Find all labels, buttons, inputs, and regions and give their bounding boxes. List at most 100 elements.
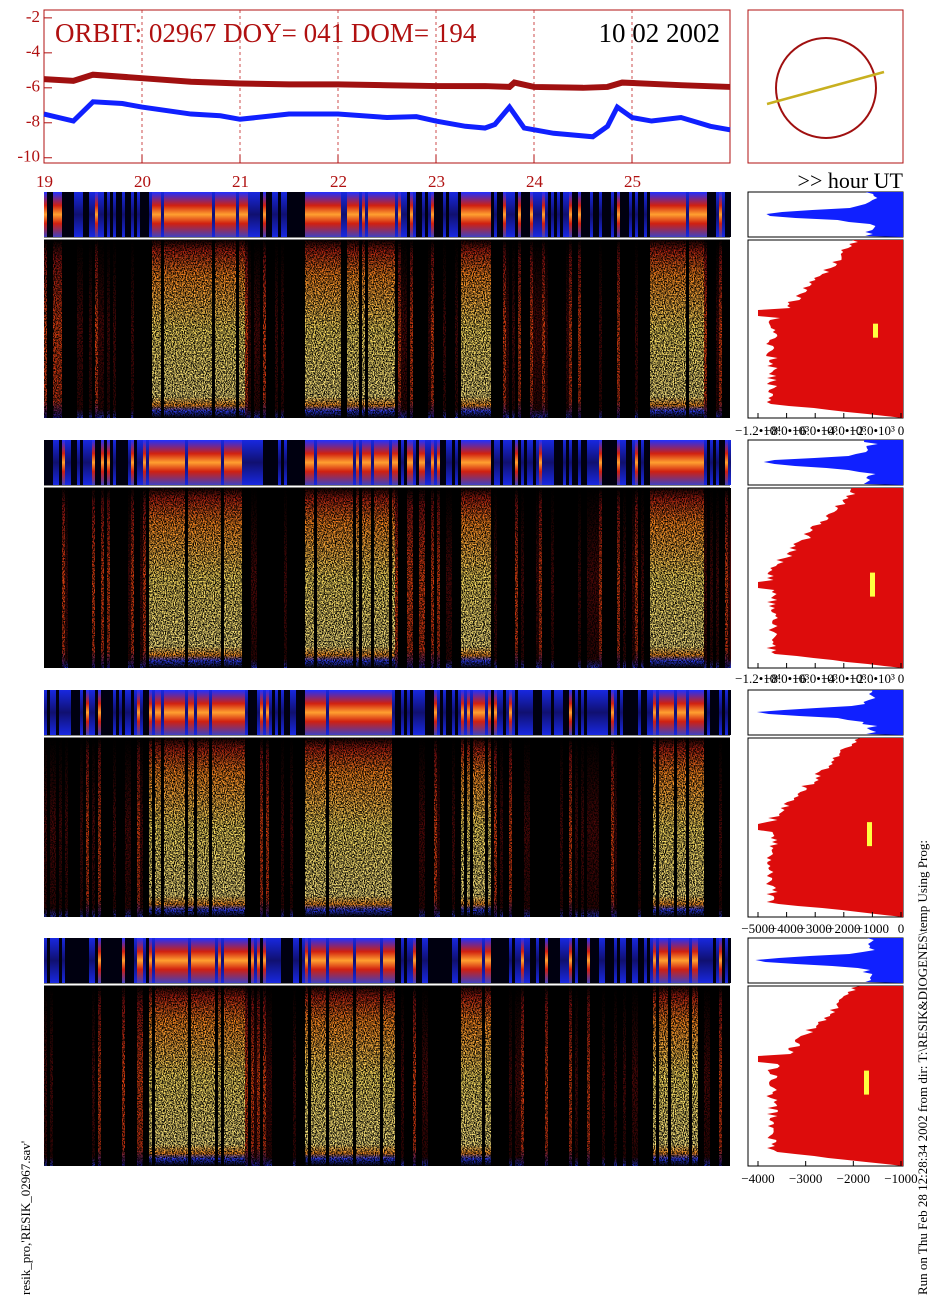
spectrogram-top-column <box>557 192 560 237</box>
spectrogram-top-column <box>683 192 686 237</box>
spectrogram-top-column <box>131 690 134 735</box>
spectrogram-top-column <box>53 192 56 237</box>
spectrogram-top-column <box>638 690 641 735</box>
spectrogram-top-column <box>98 938 101 983</box>
spectrogram-top-column <box>89 690 92 735</box>
spectrogram-top-column <box>191 690 194 735</box>
spectrogram-top-column <box>362 192 365 237</box>
spectrogram-top-column <box>338 440 341 485</box>
spectrogram-top-column <box>416 690 419 735</box>
spectrogram-top-column <box>464 690 467 735</box>
spectrogram-top-column <box>137 440 140 485</box>
spectrogram-top-column <box>434 938 437 983</box>
spectrogram-top-column <box>326 192 329 237</box>
spectrogram-top-column <box>320 938 323 983</box>
x-tick-label: 24 <box>526 172 544 191</box>
spectrogram-top-column <box>668 690 671 735</box>
spectrogram-top-column <box>413 192 416 237</box>
spectrogram-top-column <box>665 440 668 485</box>
spectrogram-top-column <box>272 690 275 735</box>
spectrogram-top-column <box>353 192 356 237</box>
spectrogram-top-column <box>524 440 527 485</box>
spectrogram-top-column <box>92 938 95 983</box>
spectrogram-top-column <box>119 938 122 983</box>
side-tick-label: −5000 <box>741 921 774 936</box>
spectrogram-top-column <box>647 192 650 237</box>
spectrogram-top-column <box>353 440 356 485</box>
spectrogram-top-column <box>488 690 491 735</box>
side-tick-label: −2000 <box>827 921 860 936</box>
spectrogram-top-column <box>539 938 542 983</box>
spectrogram-top-column <box>383 938 386 983</box>
spectrogram-top-column <box>158 192 161 237</box>
spectrogram-top-column <box>611 440 614 485</box>
spectrogram-top-column <box>560 938 563 983</box>
spectrogram-top-column <box>500 938 503 983</box>
spectrogram-top-column <box>314 440 317 485</box>
spectrogram-top-column <box>368 938 371 983</box>
spectrogram-top-column <box>188 440 191 485</box>
spectrogram-top-column <box>326 938 329 983</box>
spectrogram-top-column <box>356 440 359 485</box>
spectrogram-top-column <box>188 690 191 735</box>
spectrogram-top-column <box>683 938 686 983</box>
spectrogram-top-column <box>86 192 89 237</box>
spectrogram-top-column <box>257 440 260 485</box>
spectrogram-top-column <box>413 440 416 485</box>
spectrogram-top-column <box>455 938 458 983</box>
spectrogram-top-column <box>260 192 263 237</box>
spectrogram-top-column <box>305 192 308 237</box>
spectrogram-top-column <box>449 938 452 983</box>
spectrogram-top-column <box>434 192 437 237</box>
spectrogram-top-column <box>239 690 242 735</box>
spectrogram-top-column <box>230 192 233 237</box>
spectrogram-top-column <box>605 690 608 735</box>
spectrogram-top-column <box>602 690 605 735</box>
spectrogram-top-column <box>599 690 602 735</box>
spectrogram-top-column <box>596 938 599 983</box>
spectrogram-top-column <box>659 192 662 237</box>
spectrogram-top-column <box>497 690 500 735</box>
spectrogram-top-column <box>311 690 314 735</box>
spectrogram-top-column <box>725 938 728 983</box>
spectrogram-top-column <box>185 192 188 237</box>
spectrogram-top-column <box>278 690 281 735</box>
spectrogram-top-column <box>578 440 581 485</box>
spectrogram-top-column <box>257 192 260 237</box>
histogram-marker <box>864 1070 869 1095</box>
spectrogram-top-column <box>482 938 485 983</box>
spectrogram-top-column <box>371 690 374 735</box>
spectrogram-top-column <box>182 938 185 983</box>
spectrogram-top-column <box>527 690 530 735</box>
spectrogram-top-column <box>701 440 704 485</box>
spectrogram-top-column <box>716 192 719 237</box>
spectrogram-top-column <box>476 938 479 983</box>
spectrogram-top-column <box>194 440 197 485</box>
spectrogram-top-column <box>545 690 548 735</box>
spectrogram-top-column <box>152 690 155 735</box>
spectrogram-top-column <box>653 690 656 735</box>
spectrogram-top-column <box>419 690 422 735</box>
spectrogram-top-column <box>641 938 644 983</box>
spectrogram-top-column <box>686 938 689 983</box>
spectrogram-top-column <box>608 440 611 485</box>
spectrogram-top-column <box>275 690 278 735</box>
spectrogram-top-column <box>608 938 611 983</box>
spectrogram-top-column <box>236 938 239 983</box>
spectrogram-top-column <box>446 690 449 735</box>
spectrogram-top-column <box>632 440 635 485</box>
spectrogram-top-column <box>455 690 458 735</box>
spectrogram-top-column <box>506 192 509 237</box>
spectrogram-top-column <box>674 192 677 237</box>
spectrogram-top-column <box>53 938 56 983</box>
spectrogram-top-column <box>290 440 293 485</box>
spectrogram-top-column <box>416 440 419 485</box>
spectrogram-top-column <box>305 938 308 983</box>
spectrogram-top-column <box>104 440 107 485</box>
spectrogram-top-column <box>143 192 146 237</box>
spectrogram-top-column <box>485 938 488 983</box>
spectrogram-top-column <box>56 192 59 237</box>
spectrogram-top-column <box>374 690 377 735</box>
spectrogram-top-column <box>101 440 104 485</box>
spectrogram-top-column <box>581 440 584 485</box>
